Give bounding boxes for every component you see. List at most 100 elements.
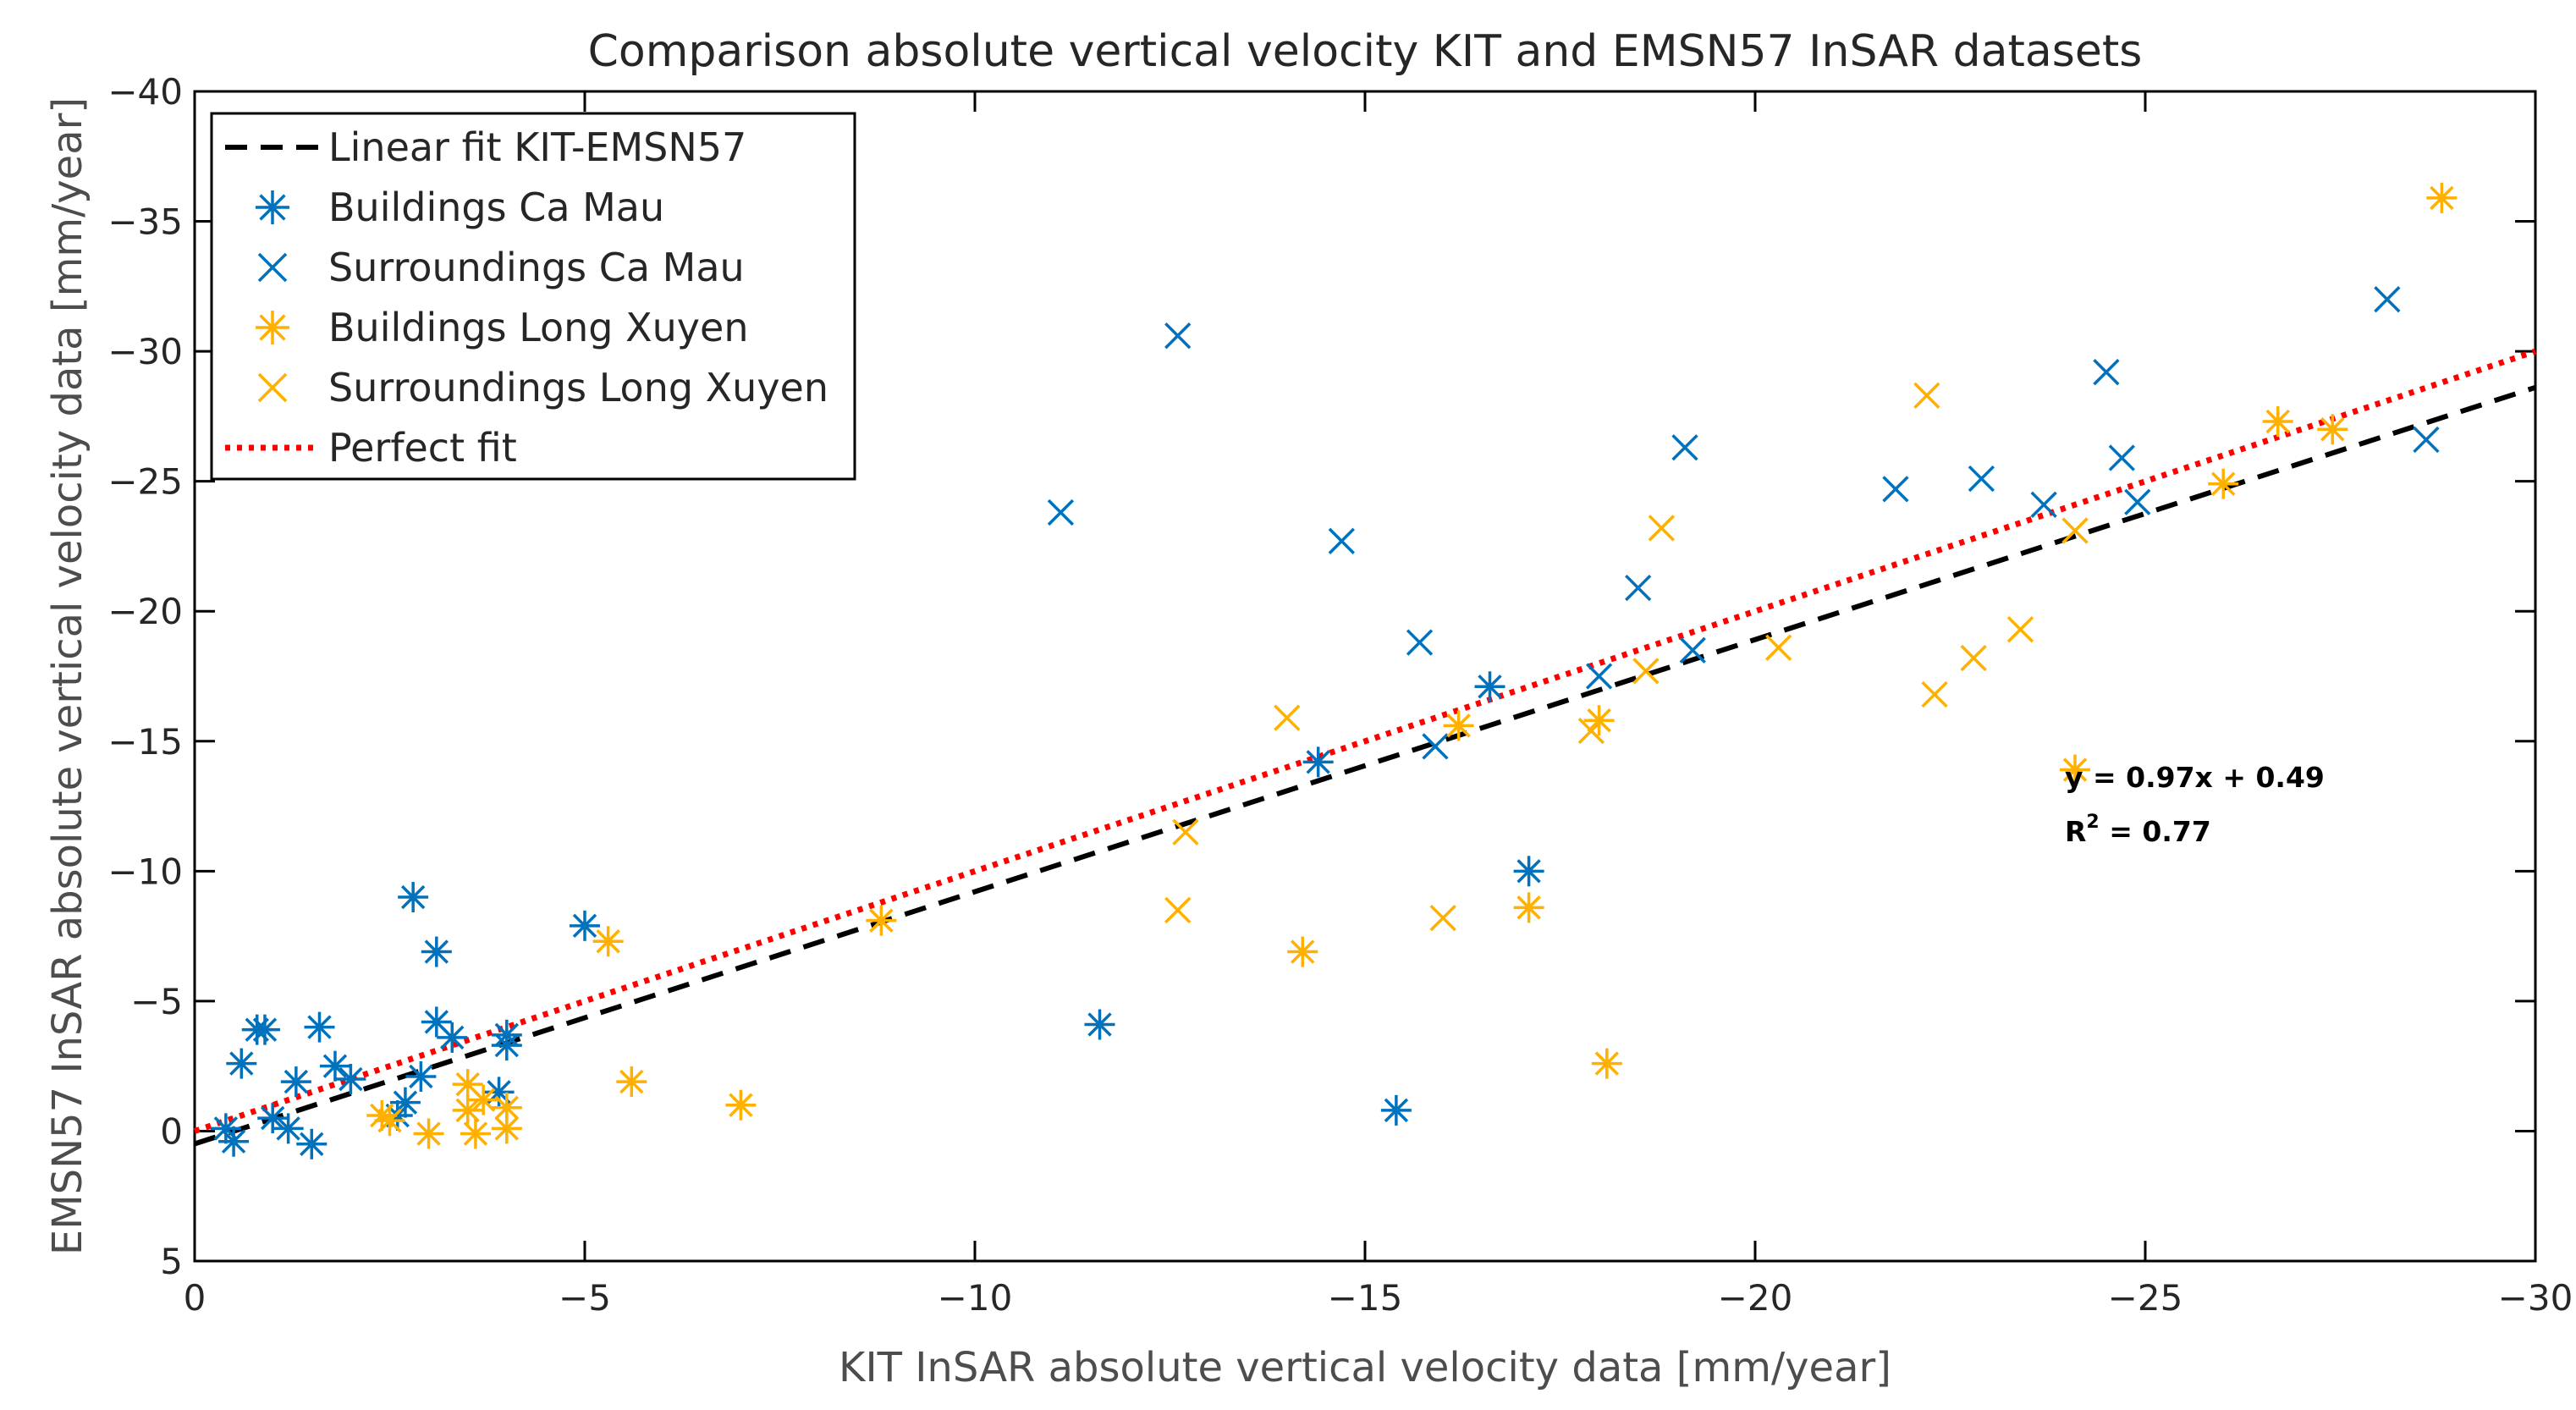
surroundings-ca-mau-point — [2030, 491, 2057, 518]
y-tick-label: −25 — [107, 461, 183, 503]
surroundings-long-xuyen-point — [1960, 644, 1987, 672]
surroundings-long-xuyen-point — [1632, 658, 1660, 685]
legend-label-surroundings-long-xuyen: Surroundings Long Xuyen — [328, 365, 828, 410]
legend-label-buildings-long-xuyen: Buildings Long Xuyen — [328, 305, 748, 350]
buildings-ca-mau-point — [1474, 671, 1505, 702]
buildings-long-xuyen-point — [366, 1100, 398, 1132]
surroundings-ca-mau-point — [1406, 629, 1434, 656]
surroundings-ca-mau-point — [1422, 733, 1449, 760]
buildings-ca-mau-point — [1084, 1009, 1115, 1040]
legend-swatch-surroundings-long-xuyen — [257, 372, 288, 403]
x-axis-label: KIT InSAR absolute vertical velocity dat… — [839, 1344, 1891, 1391]
buildings-ca-mau-point — [491, 1019, 522, 1050]
y-tick-label: −15 — [107, 721, 183, 763]
surroundings-long-xuyen-point — [1429, 904, 1456, 932]
buildings-ca-mau-point — [319, 1050, 350, 1082]
x-tick-label: 0 — [184, 1277, 206, 1319]
buildings-ca-mau-point — [218, 1126, 250, 1157]
x-tick-label: −10 — [938, 1277, 1013, 1319]
x-tick-label: −20 — [1718, 1277, 1793, 1319]
legend-box — [210, 112, 856, 481]
y-tick-label: −20 — [107, 591, 183, 632]
buildings-ca-mau-point — [296, 1128, 328, 1159]
tick-marks — [193, 90, 2537, 1263]
buildings-ca-mau-point — [304, 1011, 335, 1043]
fit-lines — [193, 348, 2537, 1147]
buildings-ca-mau-point — [421, 936, 452, 967]
surroundings-ca-mau-point — [2124, 488, 2151, 515]
buildings-long-xuyen-point — [1591, 1048, 1622, 1079]
buildings-long-xuyen-point — [2208, 468, 2239, 499]
y-tick-labels: −40 −35 −30 −25 −20 −15 −10 −5 0 5 — [107, 71, 183, 1282]
r-squared-sup: 2 — [2086, 812, 2099, 833]
buildings-long-xuyen-point — [866, 905, 897, 936]
x-tick-label: −30 — [2498, 1277, 2573, 1319]
buildings-ca-mau-point — [1302, 746, 1334, 778]
legend-swatch-surroundings-ca-mau — [257, 252, 288, 283]
y-axis-label: EMSN57 InSAR absolute vertical velocity … — [44, 97, 91, 1255]
perfect-fit-line — [193, 348, 2537, 1134]
y-tick-label: −40 — [107, 71, 183, 113]
y-tick-label: −5 — [130, 981, 183, 1022]
surroundings-ca-mau-point — [1968, 465, 1995, 493]
y-tick-label: 5 — [160, 1241, 183, 1282]
fit-annotation: y = 0.97x + 0.49 R2 = 0.77 — [2065, 761, 2325, 848]
x-tick-label: −25 — [2108, 1277, 2183, 1319]
surroundings-ca-mau-point — [1328, 527, 1355, 554]
surroundings-long-xuyen-point — [1913, 382, 1940, 409]
buildings-ca-mau-point — [405, 1060, 437, 1092]
buildings-long-xuyen-point — [1583, 705, 1615, 736]
surroundings-long-xuyen-point — [1577, 717, 1605, 745]
buildings-ca-mau-point — [226, 1048, 257, 1079]
surroundings-long-xuyen-point — [1921, 680, 1948, 708]
legend-label-linear-fit-kit-emsn57: Linear fit KIT-EMSN57 — [328, 124, 746, 170]
buildings-long-xuyen-point — [2060, 754, 2091, 785]
buildings-long-xuyen-point — [413, 1118, 444, 1149]
buildings-long-xuyen-point — [452, 1094, 483, 1126]
linear-fit-kit-emsn57-line — [194, 384, 2536, 1147]
buildings-long-xuyen-point — [2262, 406, 2293, 438]
legend: Linear fit KIT-EMSN57 Buildings Ca Mau Sur… — [210, 112, 856, 481]
surroundings-ca-mau-point — [1671, 434, 1698, 461]
buildings-long-xuyen-point — [374, 1105, 405, 1137]
buildings-ca-mau-point — [249, 1014, 280, 1045]
buildings-long-xuyen-point — [1443, 710, 1474, 741]
buildings-long-xuyen-point — [1287, 936, 1318, 967]
buildings-ca-mau-series — [210, 671, 1544, 1159]
buildings-ca-mau-point — [437, 1022, 468, 1053]
surroundings-ca-mau-point — [2108, 444, 2135, 471]
surroundings-ca-mau-point — [1679, 636, 1706, 664]
buildings-long-xuyen-point — [725, 1089, 757, 1121]
buildings-ca-mau-point — [570, 910, 600, 941]
surroundings-long-xuyen-point — [1765, 634, 1792, 661]
surroundings-long-xuyen-point — [1274, 704, 1301, 731]
y-tick-label: −35 — [107, 201, 183, 243]
buildings-long-xuyen-point — [491, 1113, 522, 1144]
buildings-long-xuyen-point — [1513, 892, 1544, 923]
y-tick-label: −30 — [107, 331, 183, 372]
surroundings-ca-mau-point — [1164, 322, 1192, 350]
buildings-long-xuyen-point — [592, 926, 624, 957]
legend-swatch-buildings-ca-mau — [256, 190, 289, 224]
surroundings-ca-mau-point — [2374, 286, 2401, 313]
buildings-long-xuyen-point — [2426, 182, 2458, 213]
r-squared-annotation: R2 = 0.77 — [2065, 812, 2211, 848]
data-points — [210, 182, 2458, 1159]
surroundings-ca-mau-series — [1047, 286, 2440, 760]
surroundings-ca-mau-point — [1625, 574, 1652, 602]
surroundings-long-xuyen-point — [1164, 896, 1192, 924]
buildings-ca-mau-point — [272, 1113, 304, 1144]
buildings-ca-mau-point — [1513, 856, 1544, 887]
legend-swatch-buildings-long-xuyen — [256, 311, 289, 344]
legend-items: Linear fit KIT-EMSN57 Buildings Ca Mau Sur… — [225, 124, 828, 471]
buildings-long-xuyen-point — [2317, 414, 2348, 445]
x-tick-label: −15 — [1328, 1277, 1403, 1319]
legend-label-buildings-ca-mau: Buildings Ca Mau — [328, 185, 664, 230]
y-tick-label: 0 — [160, 1110, 183, 1152]
y-tick-label: −10 — [107, 851, 183, 892]
r-squared-prefix: R — [2065, 815, 2086, 848]
buildings-ca-mau-point — [335, 1064, 366, 1095]
buildings-long-xuyen-point — [468, 1084, 499, 1115]
buildings-long-xuyen-point — [460, 1118, 491, 1149]
